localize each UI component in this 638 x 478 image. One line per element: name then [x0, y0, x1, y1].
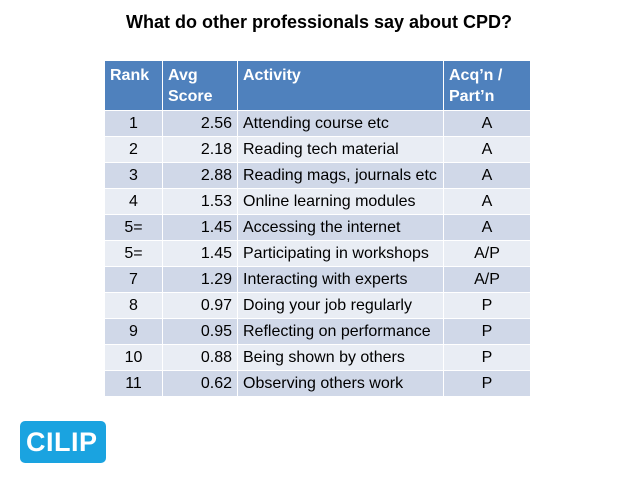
acq-cell: A [443, 214, 531, 241]
rank-cell: 2 [104, 136, 163, 163]
acq-cell: A/P [443, 240, 531, 267]
table-row: 1 2.56 Attending course etc A [104, 110, 531, 137]
header-avg-score: Avg Score [162, 60, 238, 111]
activity-cell: Reading mags, journals etc [237, 162, 444, 189]
acq-cell: P [443, 292, 531, 319]
table-header-row: Rank Avg Score Activity Acq’n / Part’n [104, 60, 531, 111]
activity-cell: Being shown by others [237, 344, 444, 371]
table-row: 9 0.95 Reflecting on performance P [104, 318, 531, 345]
slide-title: What do other professionals say about CP… [125, 12, 513, 32]
rank-cell: 5= [104, 214, 163, 241]
table-row: 2 2.18 Reading tech material A [104, 136, 531, 163]
acq-cell: A [443, 110, 531, 137]
rank-cell: 8 [104, 292, 163, 319]
score-cell: 0.62 [162, 370, 238, 397]
score-cell: 1.45 [162, 214, 238, 241]
acq-cell: P [443, 370, 531, 397]
table-row: 4 1.53 Online learning modules A [104, 188, 531, 215]
table-row: 10 0.88 Being shown by others P [104, 344, 531, 371]
header-activity: Activity [237, 60, 444, 111]
acq-cell: A [443, 136, 531, 163]
activity-cell: Participating in workshops [237, 240, 444, 267]
header-rank: Rank [104, 60, 163, 111]
activity-cell: Online learning modules [237, 188, 444, 215]
acq-cell: P [443, 318, 531, 345]
rank-cell: 7 [104, 266, 163, 293]
activity-cell: Doing your job regularly [237, 292, 444, 319]
table-row: 8 0.97 Doing your job regularly P [104, 292, 531, 319]
activity-cell: Observing others work [237, 370, 444, 397]
score-cell: 1.45 [162, 240, 238, 267]
activity-cell: Attending course etc [237, 110, 444, 137]
table-row: 11 0.62 Observing others work P [104, 370, 531, 397]
rank-cell: 5= [104, 240, 163, 267]
rank-cell: 10 [104, 344, 163, 371]
table-row: 5= 1.45 Accessing the internet A [104, 214, 531, 241]
rank-cell: 4 [104, 188, 163, 215]
acq-cell: P [443, 344, 531, 371]
score-cell: 0.97 [162, 292, 238, 319]
score-cell: 0.95 [162, 318, 238, 345]
acq-cell: A [443, 162, 531, 189]
score-cell: 2.88 [162, 162, 238, 189]
score-cell: 0.88 [162, 344, 238, 371]
activity-cell: Reflecting on performance [237, 318, 444, 345]
cilip-logo: CILIP [20, 421, 106, 463]
header-acq-part: Acq’n / Part’n [443, 60, 531, 111]
activity-cell: Accessing the internet [237, 214, 444, 241]
score-cell: 1.53 [162, 188, 238, 215]
acq-cell: A [443, 188, 531, 215]
rank-cell: 1 [104, 110, 163, 137]
table-row: 3 2.88 Reading mags, journals etc A [104, 162, 531, 189]
score-cell: 2.18 [162, 136, 238, 163]
table-row: 5= 1.45 Participating in workshops A/P [104, 240, 531, 267]
acq-cell: A/P [443, 266, 531, 293]
score-cell: 1.29 [162, 266, 238, 293]
activity-cell: Interacting with experts [237, 266, 444, 293]
activity-cell: Reading tech material [237, 136, 444, 163]
score-cell: 2.56 [162, 110, 238, 137]
rank-cell: 3 [104, 162, 163, 189]
rank-cell: 9 [104, 318, 163, 345]
table-row: 7 1.29 Interacting with experts A/P [104, 266, 531, 293]
cpd-ranking-table: Rank Avg Score Activity Acq’n / Part’n 1… [104, 60, 531, 397]
rank-cell: 11 [104, 370, 163, 397]
